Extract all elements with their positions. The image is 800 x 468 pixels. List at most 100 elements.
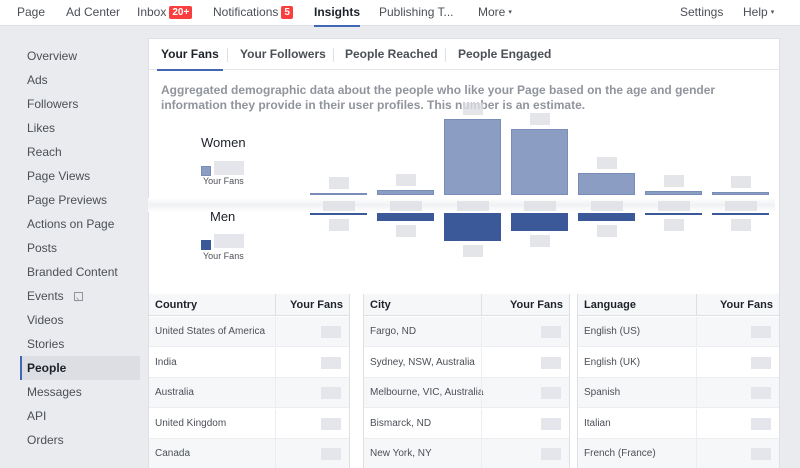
nav-inbox[interactable]: Inbox 20+	[137, 0, 193, 26]
sidebar-item-stories[interactable]: Stories	[27, 337, 65, 351]
sidebar-item-events[interactable]: Events	[20, 284, 140, 312]
sidebar-item-events-label: Events	[27, 289, 64, 303]
row-value	[321, 356, 341, 369]
row-label: New York, NY	[370, 448, 432, 459]
nav-help-label: Help	[743, 5, 768, 19]
cell-divider	[275, 439, 276, 468]
table-row: India	[149, 347, 349, 378]
age-range-label	[322, 201, 355, 211]
women-bar-value	[328, 177, 349, 189]
sidebar-item-reach[interactable]: Reach	[27, 145, 62, 159]
row-value	[751, 387, 771, 399]
nav-publishing-tools[interactable]: Publishing T...	[379, 0, 454, 26]
men-bar-value	[328, 219, 349, 231]
legend-men-swatch	[201, 240, 211, 250]
notifications-badge: 5	[281, 6, 293, 19]
age-range-label	[523, 201, 556, 211]
row-value	[541, 417, 561, 430]
cell-divider	[481, 439, 482, 468]
row-value	[541, 387, 561, 399]
men-bar	[444, 213, 501, 241]
nav-ad-center[interactable]: Ad Center	[66, 0, 120, 26]
column-divider	[696, 294, 697, 316]
age-range-label	[590, 201, 623, 211]
table-row: Italian	[578, 408, 779, 439]
women-bar-value	[663, 175, 684, 187]
table-row: Sydney, NSW, Australia	[364, 347, 569, 378]
age-range-label	[724, 201, 757, 211]
column-header-your-fans[interactable]: Your Fans	[290, 299, 343, 311]
tab-your-followers[interactable]: Your Followers	[240, 47, 326, 61]
row-value	[751, 326, 771, 338]
table-country: Country Your Fans United States of America…	[148, 294, 350, 468]
row-label: Canada	[155, 448, 191, 459]
nav-help[interactable]: Help ▾	[743, 0, 774, 26]
column-header-your-fans[interactable]: Your Fans	[510, 299, 563, 311]
cell-divider	[275, 408, 276, 439]
sidebar-item-page-views[interactable]: Page Views	[27, 169, 91, 183]
women-bar-value	[462, 103, 483, 115]
sidebar-item-ads[interactable]: Ads	[27, 73, 48, 87]
column-header-country[interactable]: Country	[155, 299, 198, 311]
nav-page[interactable]: Page	[17, 0, 45, 26]
women-bar-value	[730, 176, 751, 188]
cell-divider	[696, 347, 697, 378]
tab-people-reached[interactable]: People Reached	[345, 47, 438, 61]
women-bar	[645, 191, 702, 195]
nav-notifications[interactable]: Notifications 5	[213, 0, 293, 26]
nav-more[interactable]: More ▾	[478, 0, 512, 26]
column-header-city[interactable]: City	[370, 299, 391, 311]
sidebar-item-people[interactable]: People	[20, 356, 140, 380]
sidebar-item-overview[interactable]: Overview	[27, 49, 78, 63]
legend-women-value	[214, 161, 244, 175]
nav-inbox-label: Inbox	[137, 5, 167, 19]
row-label: English (US)	[584, 326, 641, 337]
nav-notifications-label: Notifications	[213, 5, 279, 19]
table-language: Language Your Fans English (US) English (UK…	[577, 294, 780, 468]
tab-your-fans[interactable]: Your Fans	[157, 39, 223, 71]
table-row: English (US)	[578, 317, 779, 347]
row-label: Fargo, ND	[370, 326, 417, 337]
legend-women-title: Women	[201, 135, 246, 150]
women-bar	[377, 190, 434, 195]
nav-more-label: More	[478, 5, 506, 19]
column-header-your-fans[interactable]: Your Fans	[720, 299, 773, 311]
table-header: Language Your Fans	[578, 294, 779, 316]
nav-settings-label: Settings	[680, 5, 724, 19]
cell-divider	[481, 347, 482, 378]
column-header-language[interactable]: Language	[584, 299, 636, 311]
sidebar-item-posts[interactable]: Posts	[27, 241, 58, 255]
sidebar-item-likes[interactable]: Likes	[27, 121, 56, 135]
table-row: Canada	[149, 439, 349, 468]
sidebar-item-page-previews[interactable]: Page Previews	[27, 193, 108, 207]
sidebar-item-actions-on-page[interactable]: Actions on Page	[27, 217, 115, 231]
men-bar	[377, 213, 434, 221]
sidebar-item-followers[interactable]: Followers	[27, 97, 79, 111]
row-value	[541, 326, 561, 338]
description-text: Aggregated demographic data about the pe…	[161, 83, 716, 112]
sidebar-item-orders[interactable]: Orders	[27, 433, 64, 447]
women-bar	[511, 129, 568, 195]
table-row: United Kingdom	[149, 408, 349, 439]
legend-men-sub: Your Fans	[203, 251, 244, 261]
sidebar-item-api[interactable]: API	[27, 409, 47, 423]
row-label: United States of America	[155, 326, 266, 337]
tab-people-engaged[interactable]: People Engaged	[458, 47, 552, 61]
men-bar	[578, 213, 635, 221]
sidebar-item-videos[interactable]: Videos	[27, 313, 64, 327]
table-row: Fargo, ND	[364, 317, 569, 347]
column-divider	[275, 294, 276, 316]
cell-divider	[481, 378, 482, 408]
nav-insights[interactable]: Insights	[314, 0, 361, 27]
cell-divider	[275, 378, 276, 408]
legend-men-value	[214, 234, 244, 248]
sidebar-item-messages[interactable]: Messages	[27, 385, 82, 399]
sidebar-item-branded-content[interactable]: Branded Content	[27, 265, 118, 279]
row-value	[321, 448, 341, 460]
row-value	[541, 448, 561, 460]
women-bar-value	[596, 157, 617, 169]
age-range-label	[456, 201, 489, 211]
nav-settings[interactable]: Settings	[680, 0, 723, 26]
men-bar	[511, 213, 568, 231]
legend-women-sub: Your Fans	[203, 176, 244, 186]
